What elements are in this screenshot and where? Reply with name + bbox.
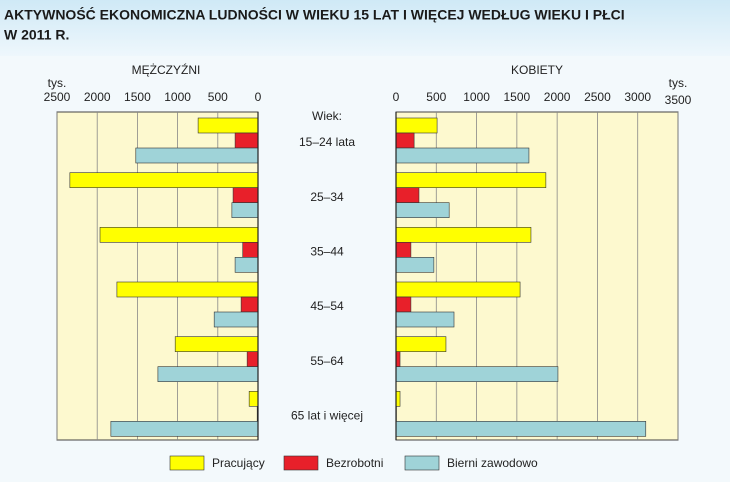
x-tick-label: 500 bbox=[426, 90, 446, 104]
category-label: 45–54 bbox=[310, 299, 344, 313]
bar bbox=[69, 172, 259, 188]
x-tick-label: 0 bbox=[393, 90, 400, 104]
bar bbox=[232, 187, 259, 203]
bar bbox=[213, 311, 259, 328]
category-label: 15–24 lata bbox=[299, 135, 355, 149]
category-label: Wiek: bbox=[312, 109, 342, 123]
bar bbox=[234, 132, 259, 149]
bar bbox=[395, 391, 401, 407]
bar bbox=[395, 366, 559, 382]
chart-title: AKTYWNOŚĆ EKONOMICZNA LUDNOŚCI W WIEKU 1… bbox=[4, 6, 625, 23]
category-label: 35–44 bbox=[310, 245, 344, 259]
bar bbox=[234, 257, 259, 273]
bar bbox=[395, 132, 415, 149]
x-tick-label: 3500 bbox=[665, 93, 692, 107]
x-tick-label: 2000 bbox=[544, 90, 571, 104]
bar bbox=[174, 336, 259, 352]
bar bbox=[116, 281, 259, 298]
bar bbox=[395, 187, 420, 203]
x-tick-label: 3000 bbox=[624, 90, 651, 104]
bar bbox=[246, 351, 259, 367]
x-tick-label: 1000 bbox=[463, 90, 490, 104]
bar bbox=[248, 391, 259, 407]
bar bbox=[135, 147, 259, 164]
legend-label: Bierni zawodowo bbox=[447, 456, 538, 470]
bar bbox=[242, 242, 259, 258]
bar bbox=[395, 257, 435, 273]
plot-area bbox=[395, 111, 679, 441]
panel-title: MĘŻCZYŹNI bbox=[132, 62, 201, 77]
bar bbox=[395, 351, 401, 367]
legend-label: Pracujący bbox=[212, 456, 265, 470]
bar bbox=[395, 117, 438, 134]
legend-label: Bezrobotni bbox=[326, 456, 383, 470]
category-label: 65 lat i więcej bbox=[291, 409, 363, 423]
x-tick-label: 2500 bbox=[44, 90, 71, 104]
bar bbox=[395, 296, 412, 313]
unit-label: tys. bbox=[48, 76, 67, 90]
legend-swatch bbox=[169, 455, 205, 471]
x-tick-label: 1000 bbox=[164, 90, 191, 104]
legend-swatch bbox=[283, 455, 319, 471]
bar bbox=[395, 202, 450, 218]
legend-swatch bbox=[404, 455, 440, 471]
bar bbox=[395, 311, 455, 328]
bar bbox=[395, 336, 447, 352]
bar bbox=[197, 117, 259, 134]
x-tick-label: 0 bbox=[255, 90, 262, 104]
x-tick-label: 1500 bbox=[504, 90, 531, 104]
bar bbox=[395, 147, 530, 164]
bar bbox=[395, 421, 647, 437]
x-tick-label: 2000 bbox=[84, 90, 111, 104]
bar bbox=[157, 366, 259, 382]
unit-label: tys. bbox=[669, 76, 688, 90]
x-tick-label: 2500 bbox=[584, 90, 611, 104]
header-background bbox=[0, 0, 730, 56]
category-label: 55–64 bbox=[310, 354, 344, 368]
panel-title: KOBIETY bbox=[511, 63, 563, 77]
category-label: 25–34 bbox=[310, 190, 344, 204]
chart-subtitle: W 2011 R. bbox=[4, 27, 69, 43]
bar bbox=[395, 172, 547, 188]
bar bbox=[110, 421, 259, 437]
bar bbox=[395, 242, 412, 258]
bar bbox=[395, 227, 532, 243]
plot-area bbox=[56, 111, 259, 441]
bar bbox=[395, 281, 521, 298]
x-tick-label: 500 bbox=[208, 90, 228, 104]
bar bbox=[99, 227, 259, 243]
bar bbox=[240, 296, 259, 313]
bar bbox=[231, 202, 259, 218]
x-tick-label: 1500 bbox=[124, 90, 151, 104]
